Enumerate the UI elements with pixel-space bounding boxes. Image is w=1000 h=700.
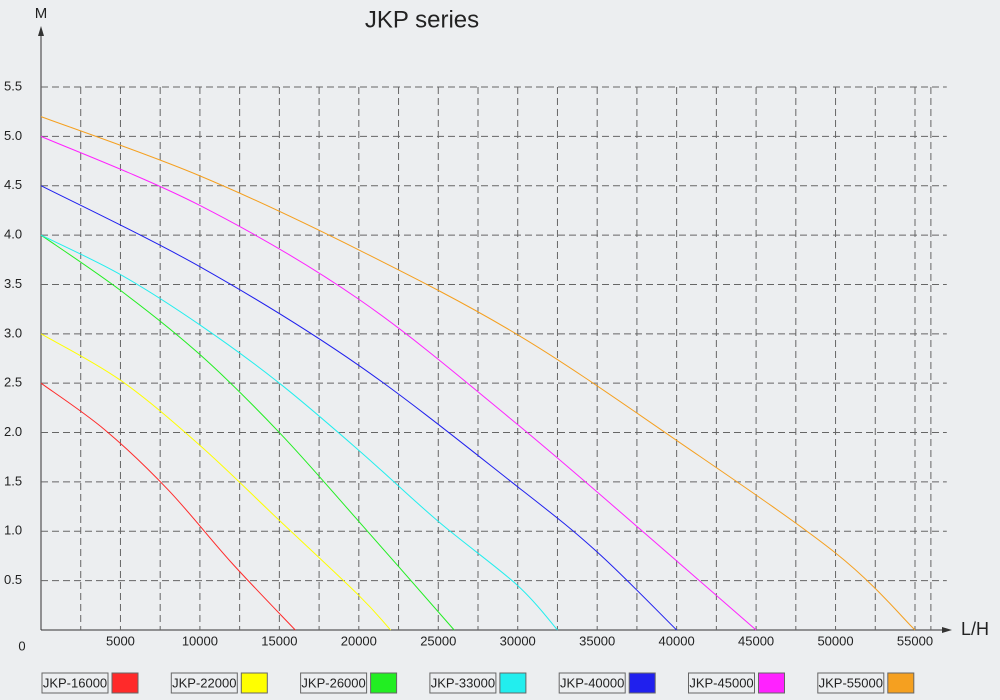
- legend-label: JKP-33000: [431, 675, 495, 690]
- y-axis-arrow: [38, 26, 44, 36]
- legend-swatch: [758, 672, 785, 694]
- curve: [40, 116, 916, 631]
- x-tick-label: 5000: [106, 633, 135, 648]
- y-tick-label: 2.0: [4, 424, 22, 439]
- x-tick-label: 10000: [182, 633, 218, 648]
- legend-swatch: [887, 672, 915, 694]
- legend-label: JKP-16000: [43, 675, 107, 690]
- legend-swatch: [370, 672, 398, 694]
- y-tick-label: 5.0: [4, 128, 22, 143]
- x-axis-arrow: [942, 627, 952, 633]
- x-tick-label: 50000: [817, 633, 853, 648]
- y-tick-label: 1.5: [4, 473, 22, 488]
- curve: [40, 185, 677, 631]
- x-tick-label: 30000: [500, 633, 536, 648]
- y-tick-label: 1.0: [4, 523, 22, 538]
- legend-label-box: [688, 672, 755, 694]
- legend-label: JKP-26000: [301, 675, 365, 690]
- y-tick-label: 5.5: [4, 78, 22, 93]
- y-tick-label: 0.5: [4, 572, 22, 587]
- x-tick-label: 55000: [897, 633, 933, 648]
- x-tick-label: 25000: [420, 633, 456, 648]
- legend-swatch: [628, 672, 656, 694]
- curve: [40, 234, 455, 631]
- y-tick-label: 2.5: [4, 375, 22, 390]
- x-tick-label: 40000: [659, 633, 695, 648]
- curve: [40, 382, 296, 631]
- legend-label-box: [429, 672, 497, 694]
- x-tick-label: 0: [18, 638, 25, 653]
- legend-label-box: [41, 672, 109, 694]
- chart-title: JKP series: [365, 6, 479, 33]
- legend-label-box: [170, 672, 238, 694]
- curve: [40, 333, 391, 631]
- legend-swatch: [499, 672, 527, 694]
- y-tick-label: 4.0: [4, 227, 22, 242]
- x-tick-label: 35000: [579, 633, 615, 648]
- curve: [40, 135, 757, 631]
- x-tick-label: 15000: [261, 633, 297, 648]
- legend-label-box: [817, 672, 885, 694]
- x-tick-label: 20000: [341, 633, 377, 648]
- legend-label-box: [558, 672, 626, 694]
- y-axis-label: M: [35, 5, 48, 22]
- x-tick-label: 45000: [738, 633, 774, 648]
- legend-label: JKP-55000: [819, 675, 883, 690]
- legend-swatch: [111, 672, 139, 694]
- legend-label: JKP-22000: [172, 675, 236, 690]
- legend-label: JKP-45000: [689, 675, 753, 690]
- y-tick-label: 3.0: [4, 325, 22, 340]
- y-tick-label: 4.5: [4, 177, 22, 192]
- legend-label-box: [300, 672, 368, 694]
- x-axis-label: L/H: [961, 619, 989, 639]
- legend-swatch: [240, 672, 268, 694]
- y-tick-label: 3.5: [4, 276, 22, 291]
- curve: [40, 234, 558, 631]
- legend-label: JKP-40000: [560, 675, 624, 690]
